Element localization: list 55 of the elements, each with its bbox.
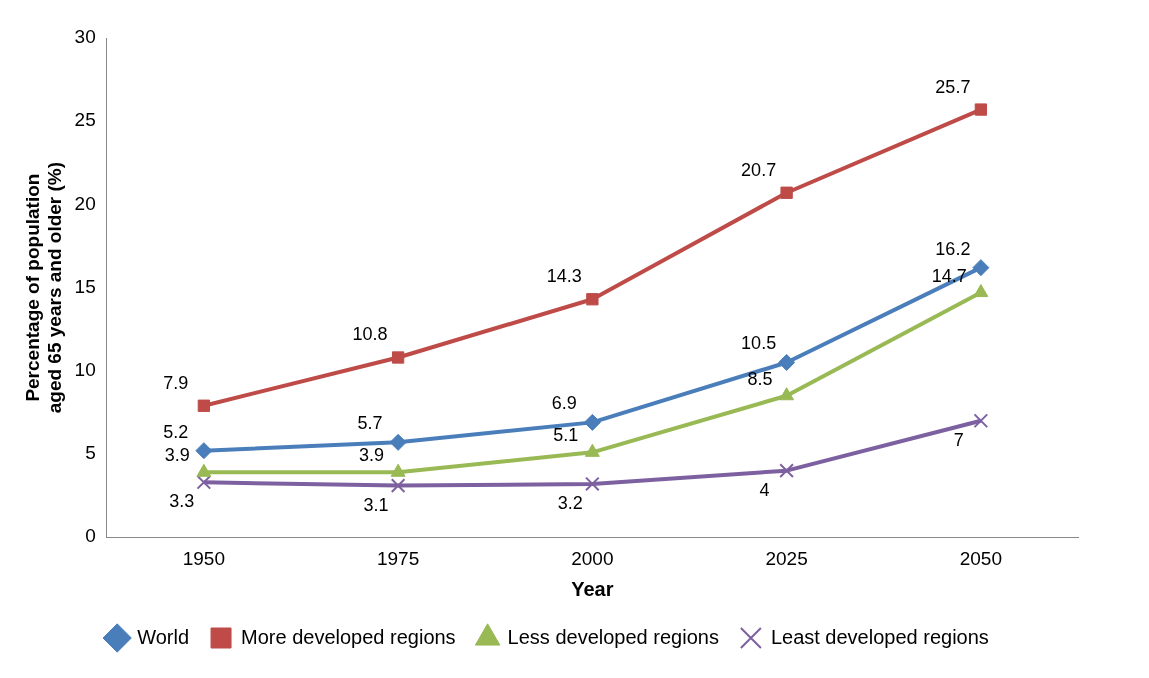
x-tick-label: 2050 [959, 547, 1003, 569]
data-label: 4 [759, 479, 770, 500]
y-tick-label: 10 [74, 359, 96, 381]
point [390, 478, 406, 493]
x-tick-label: 1950 [182, 547, 225, 569]
data-label: 5.2 [163, 421, 189, 442]
x-tick-label: 1975 [376, 547, 420, 569]
y-tick-label: 25 [74, 109, 96, 131]
legend-label: World [137, 625, 190, 648]
point [779, 463, 794, 478]
y-axis-title: Percentage of population aged 65 years and older (%) [21, 161, 66, 414]
x-tick-label: 2000 [571, 547, 614, 569]
point [972, 259, 990, 277]
point [779, 387, 795, 401]
data-label: 25.7 [935, 76, 971, 97]
data-label: 14.7 [931, 265, 967, 286]
data-label: 3.9 [164, 445, 190, 466]
data-label: 14.3 [546, 266, 582, 287]
data-label: 3.3 [169, 491, 195, 512]
y-tick-label: 5 [85, 442, 96, 464]
legend-label: Less developed regions [507, 625, 719, 648]
point [583, 413, 601, 431]
point [389, 433, 407, 451]
point [778, 353, 796, 371]
point [974, 103, 988, 116]
legend-label: More developed regions [241, 625, 456, 648]
data-label: 10.8 [352, 324, 388, 345]
y-tick-label: 15 [74, 275, 96, 297]
data-label: 3.9 [359, 445, 385, 466]
data-label: 5.1 [553, 425, 579, 446]
legend-label: Least developed regions [770, 625, 989, 648]
data-label: 7.9 [163, 372, 189, 393]
data-label: 3.2 [557, 492, 583, 513]
data-label: 6.9 [551, 393, 577, 414]
data-label: 3.1 [363, 494, 389, 515]
data-label: 5.7 [357, 413, 383, 434]
x-tick-label: 2025 [765, 547, 808, 569]
y-tick-label: 20 [74, 192, 96, 214]
data-label: 16.2 [935, 238, 971, 259]
data-label: 10.5 [741, 333, 777, 354]
point [585, 476, 600, 492]
point [780, 186, 793, 199]
point [196, 474, 212, 490]
data-label: 7 [953, 429, 964, 450]
point [391, 351, 405, 364]
data-label: 20.7 [741, 159, 777, 180]
y-tick-label: 30 [74, 26, 96, 48]
point [973, 284, 989, 298]
data-label: 8.5 [747, 368, 773, 389]
point [195, 442, 213, 460]
point [586, 293, 599, 306]
y-tick-label: 0 [85, 525, 96, 547]
point [197, 399, 211, 412]
x-axis-title: Year [571, 577, 614, 600]
point [973, 413, 989, 429]
